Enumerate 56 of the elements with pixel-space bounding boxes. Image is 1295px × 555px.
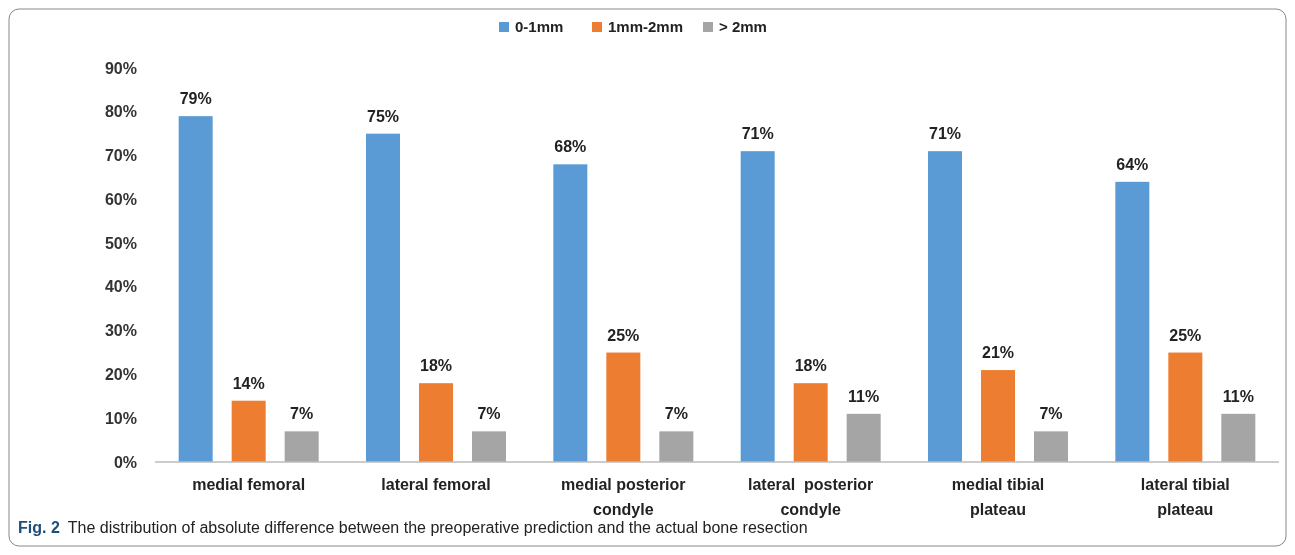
bar [793, 383, 828, 462]
data-label: 71% [741, 125, 774, 143]
bar [981, 370, 1015, 462]
data-label: 7% [1039, 405, 1063, 423]
x-tick-label: lateral tibial plateau [1140, 476, 1230, 518]
y-tick-label: 50% [104, 234, 137, 252]
legend-label: 1mm-2mm [608, 18, 684, 35]
bar [928, 151, 962, 462]
bar [553, 164, 588, 462]
data-label: 71% [928, 125, 962, 143]
y-tick-label: 0% [113, 453, 137, 471]
data-label: 14% [232, 374, 265, 392]
legend-label: 0-1mm [515, 18, 564, 35]
data-label: 79% [179, 90, 212, 108]
x-tick-label: medial posterior condyle [561, 476, 686, 518]
bar [1034, 431, 1068, 462]
x-tick-label: medial tibial plateau [951, 476, 1045, 518]
x-tick-label: medial femoral [192, 476, 306, 493]
bar [419, 383, 453, 462]
x-tick-label: lateral femoral [381, 476, 491, 493]
bar [231, 400, 266, 462]
bar [178, 116, 213, 462]
bar [1115, 181, 1150, 462]
data-label: 64% [1116, 155, 1149, 173]
bar [846, 413, 881, 462]
x-tick-label: lateral posterior condyle [747, 476, 874, 518]
data-label: 7% [664, 405, 688, 423]
data-label: 68% [554, 138, 587, 156]
data-label: 25% [1169, 326, 1202, 344]
bar [606, 352, 641, 462]
bar [472, 431, 506, 462]
legend-label: > 2mm [719, 18, 767, 35]
data-label: 7% [290, 405, 314, 423]
y-tick-label: 60% [104, 190, 137, 208]
data-label: 11% [848, 387, 880, 405]
y-tick-label: 20% [104, 366, 137, 384]
y-tick-label: 70% [104, 147, 137, 165]
caption: Fig. 2 The distribution of absolute difference between the preoperative prediction and the actual bone resection [18, 519, 808, 536]
bar [284, 431, 319, 462]
bar [659, 431, 694, 462]
bar [1168, 352, 1203, 462]
y-tick-label: 90% [104, 59, 137, 77]
data-label: 25% [607, 326, 640, 344]
data-label: 75% [366, 107, 400, 125]
data-label: 7% [477, 405, 501, 423]
bar [740, 151, 775, 462]
data-label: 11% [1222, 387, 1254, 405]
y-tick-label: 40% [104, 278, 137, 296]
bar [1221, 413, 1256, 462]
bar [366, 133, 400, 462]
data-label: 18% [419, 357, 453, 375]
data-label: 18% [794, 357, 827, 375]
y-tick-label: 10% [104, 409, 137, 427]
y-tick-label: 80% [104, 103, 137, 121]
y-tick-label: 30% [104, 322, 137, 340]
data-label: 21% [981, 344, 1015, 362]
